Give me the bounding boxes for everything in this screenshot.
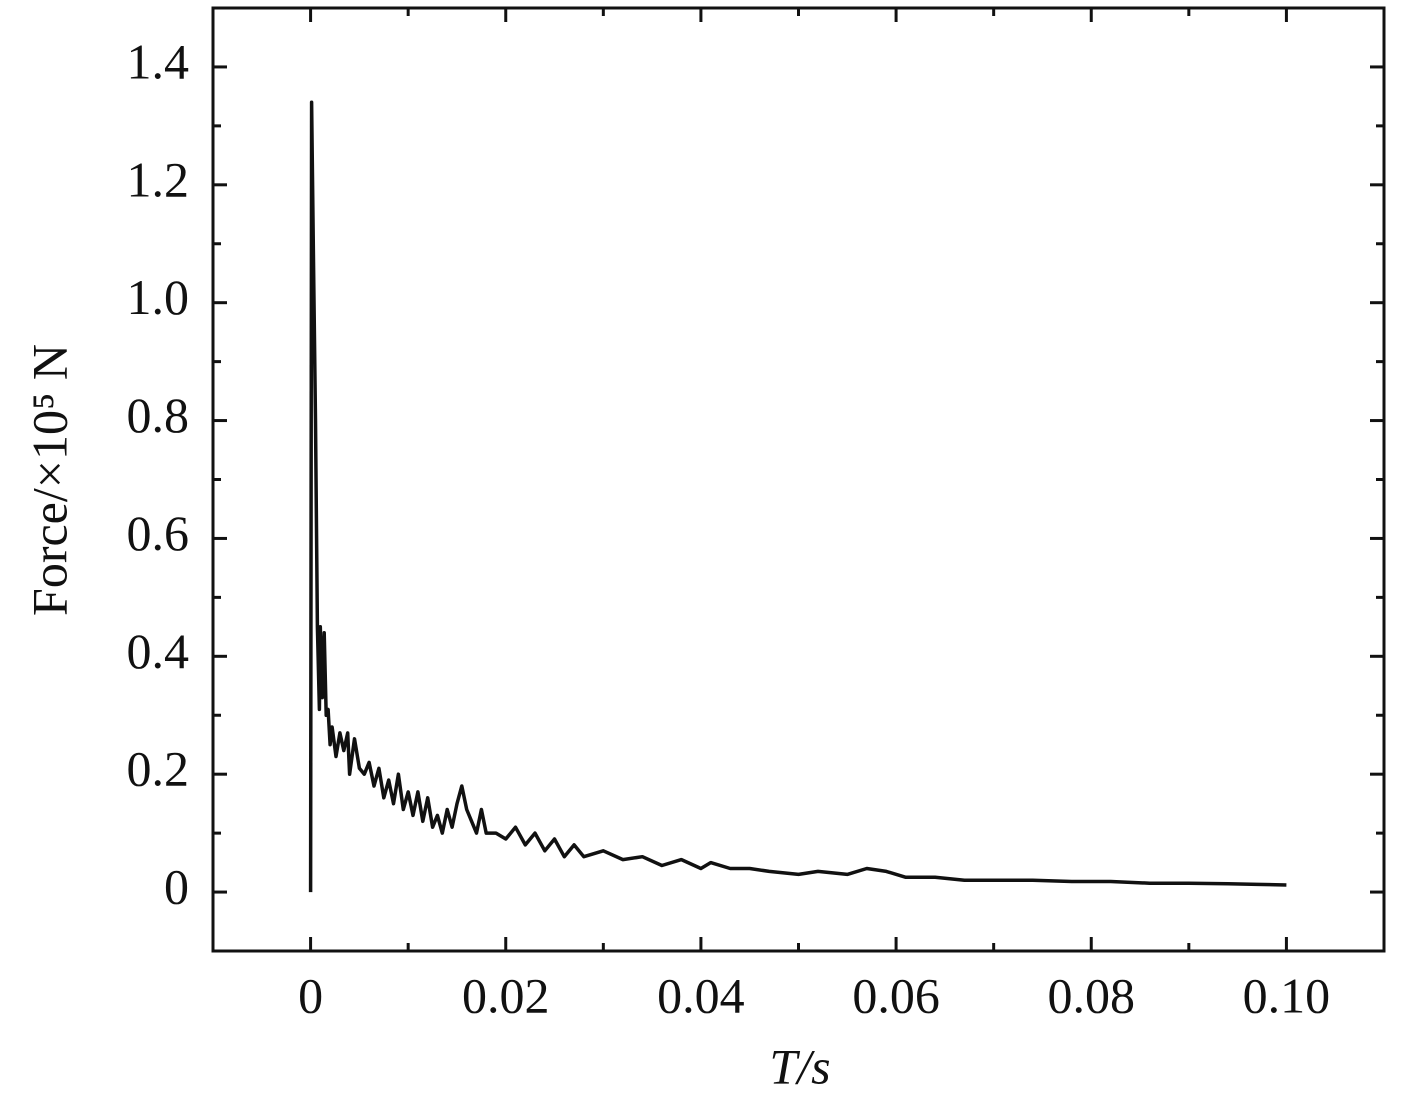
data-line <box>308 100 1287 893</box>
y-tick-label: 0 <box>164 859 189 915</box>
x-tick-label: 0.10 <box>1243 967 1331 1023</box>
y-tick-label: 0.4 <box>127 623 190 679</box>
x-tick-label: 0.04 <box>657 967 745 1023</box>
y-tick-label: 1.2 <box>127 151 190 207</box>
x-axis-label: T/s <box>769 1038 830 1094</box>
y-tick-label: 1.4 <box>127 33 190 89</box>
y-tick-label: 0.8 <box>127 387 190 443</box>
x-tick-label: 0.06 <box>852 967 940 1023</box>
x-tick-label: 0.08 <box>1048 967 1136 1023</box>
y-tick-label: 0.6 <box>127 505 190 561</box>
y-axis-label: Force/×10⁵ N <box>21 344 77 616</box>
x-tick-label: 0.02 <box>462 967 550 1023</box>
plot-frame <box>211 6 1386 953</box>
y-tick-label: 1.0 <box>127 269 190 325</box>
y-tick-label: 0.2 <box>127 741 190 797</box>
x-tick-label: 0 <box>298 967 323 1023</box>
